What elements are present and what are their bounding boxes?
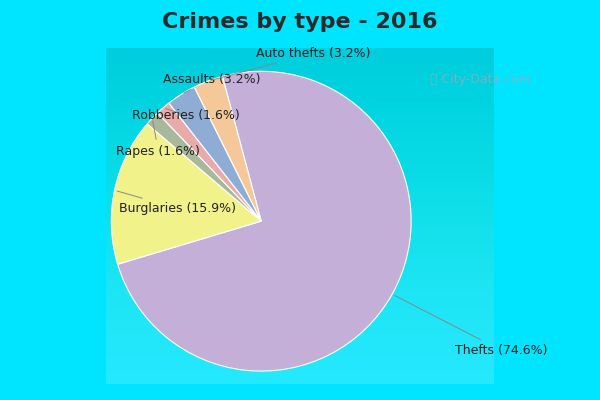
- Text: Crimes by type - 2016: Crimes by type - 2016: [162, 12, 438, 32]
- Wedge shape: [118, 71, 411, 371]
- Text: Thefts (74.6%): Thefts (74.6%): [395, 296, 548, 357]
- Text: Burglaries (15.9%): Burglaries (15.9%): [117, 191, 236, 215]
- Text: Assaults (3.2%): Assaults (3.2%): [163, 72, 260, 93]
- Text: Rapes (1.6%): Rapes (1.6%): [116, 121, 200, 158]
- Wedge shape: [112, 124, 261, 264]
- Wedge shape: [194, 76, 261, 221]
- Wedge shape: [169, 87, 261, 221]
- Text: Auto thefts (3.2%): Auto thefts (3.2%): [211, 47, 371, 80]
- Wedge shape: [158, 103, 261, 221]
- Text: Robberies (1.6%): Robberies (1.6%): [132, 109, 240, 122]
- Wedge shape: [147, 113, 261, 221]
- Text: ⓘ City-Data.com: ⓘ City-Data.com: [430, 74, 530, 86]
